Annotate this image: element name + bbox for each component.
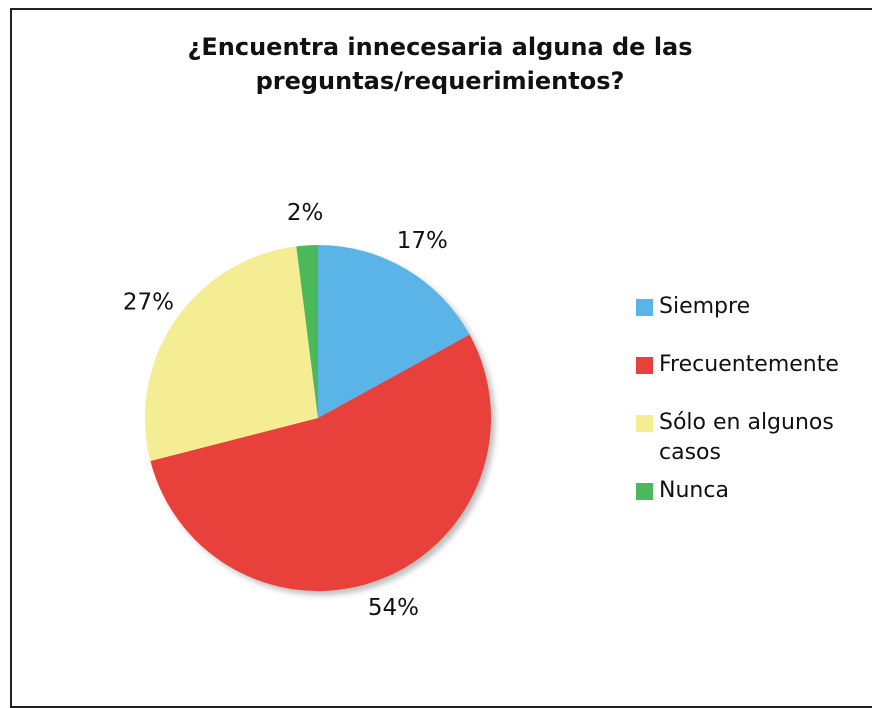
legend-entry: Nunca xyxy=(636,476,872,506)
data-label: 17% xyxy=(397,228,448,254)
legend-swatch xyxy=(636,299,653,316)
legend-label: Sólo en algunos casos xyxy=(659,410,834,465)
pie-slice xyxy=(150,334,492,592)
legend: Siempre Frecuentemente Sólo en algunos cas… xyxy=(636,292,872,534)
data-label: 54% xyxy=(368,595,419,621)
data-label: 2% xyxy=(287,200,324,226)
legend-swatch xyxy=(636,357,653,374)
pie-slice xyxy=(318,245,470,418)
chart-title: ¿Encuentra innecesaria alguna de las pre… xyxy=(187,33,693,95)
legend-entry: Sólo en algunos casos xyxy=(636,408,872,468)
legend-entry: Frecuentemente xyxy=(636,350,872,380)
pie-slice xyxy=(296,245,318,418)
legend-swatch xyxy=(636,415,653,432)
pie xyxy=(145,245,492,592)
legend-swatch xyxy=(636,483,653,500)
legend-entry: Siempre xyxy=(636,292,872,322)
legend-label: Siempre xyxy=(659,294,751,319)
legend-label: Nunca xyxy=(659,478,729,503)
pie-slice xyxy=(145,246,318,462)
legend-label: Frecuentemente xyxy=(659,352,839,377)
data-label: 27% xyxy=(123,289,174,315)
